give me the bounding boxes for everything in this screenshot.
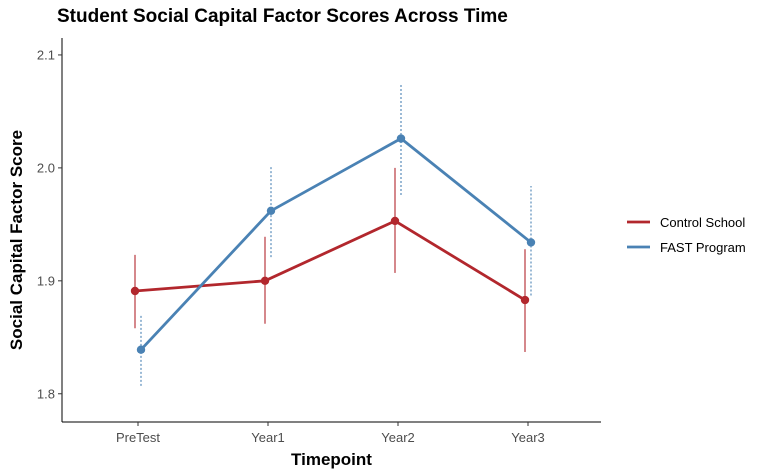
error-bars-layer <box>134 83 532 386</box>
data-point <box>130 286 140 296</box>
data-point <box>526 238 536 247</box>
x-tick-label: Year1 <box>251 430 285 445</box>
data-point <box>266 206 276 215</box>
x-tick-label: Year3 <box>511 430 545 445</box>
data-point <box>390 216 400 226</box>
x-axis-title: Timepoint <box>291 450 372 469</box>
y-tick-label: 1.9 <box>37 273 55 288</box>
data-point <box>520 295 530 305</box>
legend-label: FAST Program <box>660 240 746 255</box>
axes-layer: 1.8 1.9 2.0 2.1 PreTest Year1 Year2 Year3 Timepo… <box>7 38 601 469</box>
data-point <box>260 276 270 286</box>
y-tick-label: 2.1 <box>37 47 55 62</box>
data-point <box>396 134 406 143</box>
chart-title: Student Social Capital Factor Scores Acr… <box>57 6 508 27</box>
series-line <box>139 137 532 351</box>
y-tick-label: 1.8 <box>37 386 55 401</box>
legend-label: Control School <box>660 215 745 230</box>
y-axis-title: Social Capital Factor Score <box>7 130 26 350</box>
data-point <box>136 345 146 354</box>
series-points-layer <box>130 134 536 354</box>
series-line <box>134 219 526 302</box>
x-tick-label: Year2 <box>381 430 415 445</box>
y-tick-label: 2.0 <box>37 160 55 175</box>
series-lines-layer <box>134 137 532 351</box>
x-tick-label: PreTest <box>116 430 160 445</box>
legend: Control School FAST Program <box>627 215 746 255</box>
